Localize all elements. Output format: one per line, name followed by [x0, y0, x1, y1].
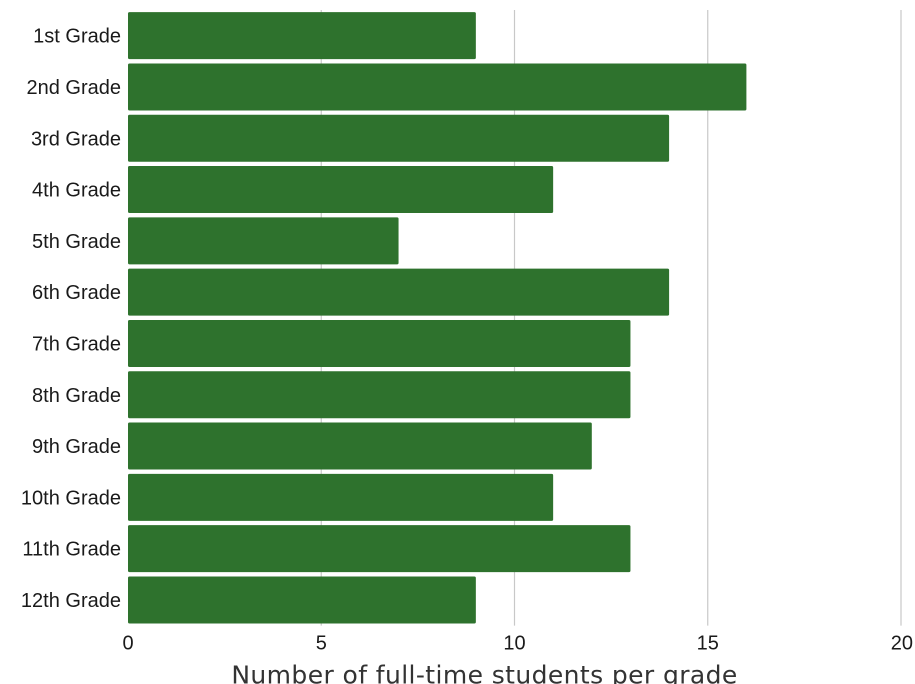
bar-9: [128, 422, 592, 470]
category-label-1: 1st Grade: [33, 26, 121, 48]
bar-2: [128, 63, 747, 111]
bars: [128, 12, 747, 624]
category-label-12: 12th Grade: [21, 590, 121, 612]
category-label-5: 5th Grade: [32, 231, 121, 253]
bar-7: [128, 319, 631, 367]
category-label-10: 10th Grade: [21, 487, 121, 509]
x-tick-label-0: 0: [122, 633, 133, 655]
x-axis-title: Number of full-time students per grade: [231, 661, 737, 684]
category-label-11: 11th Grade: [22, 539, 121, 561]
category-label-4: 4th Grade: [32, 180, 121, 202]
category-label-8: 8th Grade: [32, 385, 121, 407]
x-tick-label-20: 20: [891, 633, 913, 655]
x-tick-label-10: 10: [503, 633, 525, 655]
category-label-7: 7th Grade: [32, 333, 121, 355]
category-label-6: 6th Grade: [32, 282, 121, 304]
bar-1: [128, 12, 476, 60]
bar-10: [128, 473, 554, 521]
x-tick-labels: 0 5 10 15 20: [122, 633, 913, 655]
gridlines: [320, 10, 902, 626]
bar-11: [128, 525, 631, 573]
x-tick-label-15: 15: [697, 633, 719, 655]
category-label-9: 9th Grade: [32, 436, 121, 458]
bar-5: [128, 217, 399, 265]
bar-3: [128, 114, 670, 162]
bar-6: [128, 268, 670, 316]
category-label-2: 2nd Grade: [26, 77, 121, 99]
bar-4: [128, 166, 554, 214]
category-label-3: 3rd Grade: [31, 128, 121, 150]
category-labels: 1st Grade 2nd Grade 3rd Grade 4th Grade 5th …: [21, 26, 121, 612]
x-tick-label-5: 5: [316, 633, 327, 655]
bar-8: [128, 371, 631, 419]
bar-12: [128, 576, 476, 624]
